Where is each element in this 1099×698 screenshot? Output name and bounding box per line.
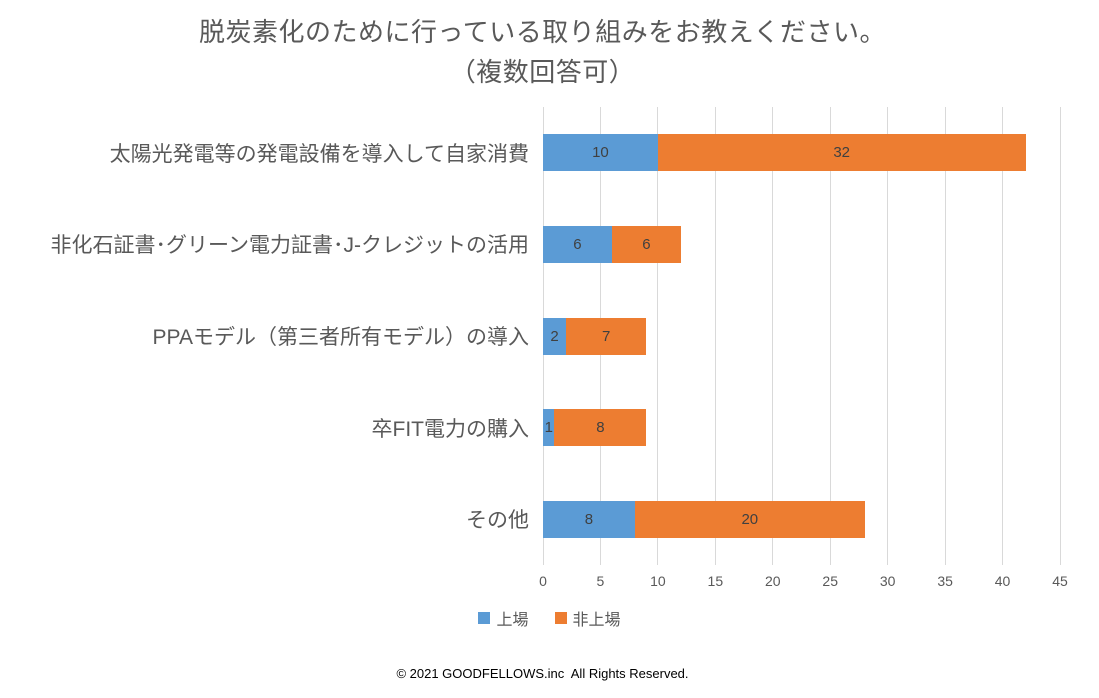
category-label: 太陽光発電等の発電設備を導入して自家消費 (109, 142, 529, 166)
gridline (829, 107, 831, 565)
data-label: 8 (584, 510, 594, 528)
x-tick-label: 45 (1052, 573, 1068, 589)
x-tick-label: 35 (937, 573, 953, 589)
copyright-text: © 2021 GOODFELLOWS.inc All Rights Reserv… (396, 666, 689, 681)
data-label: 6 (573, 235, 582, 253)
category-label: PPAモデル（第三者所有モデル）の導入 (152, 326, 529, 349)
x-tick-label: 30 (879, 573, 896, 589)
gridline (887, 107, 889, 565)
bar-segment-unlisted: 32 (657, 134, 1026, 172)
gridline (1002, 107, 1004, 565)
x-tick-label: 20 (764, 573, 781, 589)
bar-segment-listed: 2 (543, 317, 566, 355)
x-tick-label: 0 (539, 573, 547, 589)
x-tick-label: 15 (707, 573, 724, 589)
category-label: 卒FIT電力の購入 (371, 417, 530, 441)
data-label: 6 (642, 235, 651, 253)
legend-swatch-icon (554, 612, 567, 624)
bar-segment-listed: 1 (543, 409, 555, 447)
gridline (772, 107, 774, 565)
legend: 上場 非上場 (0, 606, 1099, 630)
x-tick-label: 25 (822, 573, 839, 589)
legend-item: 上場 (478, 606, 529, 630)
bar-segment-unlisted: 7 (565, 317, 647, 355)
data-label: 7 (602, 327, 611, 345)
x-tick-label: 10 (650, 573, 666, 589)
bar-segment-unlisted: 8 (554, 409, 647, 447)
chart-title-line1: 脱炭素化のために行っている取り組みをお教えください。 (199, 17, 886, 47)
legend-item: 非上場 (554, 606, 621, 630)
legend-label: 非上場 (572, 612, 621, 629)
x-tick-label: 40 (994, 573, 1011, 589)
bar-segment-unlisted: 6 (611, 225, 681, 263)
data-label: 10 (592, 144, 609, 162)
legend-label: 上場 (496, 612, 529, 629)
data-label: 20 (741, 510, 759, 528)
data-label: 8 (596, 419, 605, 437)
bar-segment-listed: 6 (543, 225, 612, 263)
category-label: 非化石証書･グリーン電力証書･J-クレジットの活用 (50, 234, 529, 258)
bar-row: 8 20 (543, 500, 1060, 538)
bar-row: 10 32 (543, 134, 1060, 172)
category-label: その他 (466, 509, 529, 533)
plot-area: 10 32 6 6 2 7 1 8 8 20 (542, 107, 1061, 565)
data-label: 32 (833, 144, 851, 162)
legend-swatch-icon (478, 612, 491, 624)
data-label: 1 (544, 419, 553, 437)
x-tick-label: 5 (596, 573, 605, 589)
gridline (714, 107, 716, 565)
chart-title-line2: （複数回答可） (449, 57, 636, 87)
bar-segment-listed: 8 (543, 500, 635, 538)
gridline (944, 107, 946, 565)
gridline (1059, 107, 1061, 565)
chart-title: 脱炭素化のために行っている取り組みをお教えください。 （複数回答可） (0, 12, 1085, 92)
data-label: 2 (550, 327, 559, 345)
bar-segment-listed: 10 (543, 134, 658, 172)
gridline (657, 107, 659, 565)
bar-segment-unlisted: 20 (634, 500, 865, 538)
